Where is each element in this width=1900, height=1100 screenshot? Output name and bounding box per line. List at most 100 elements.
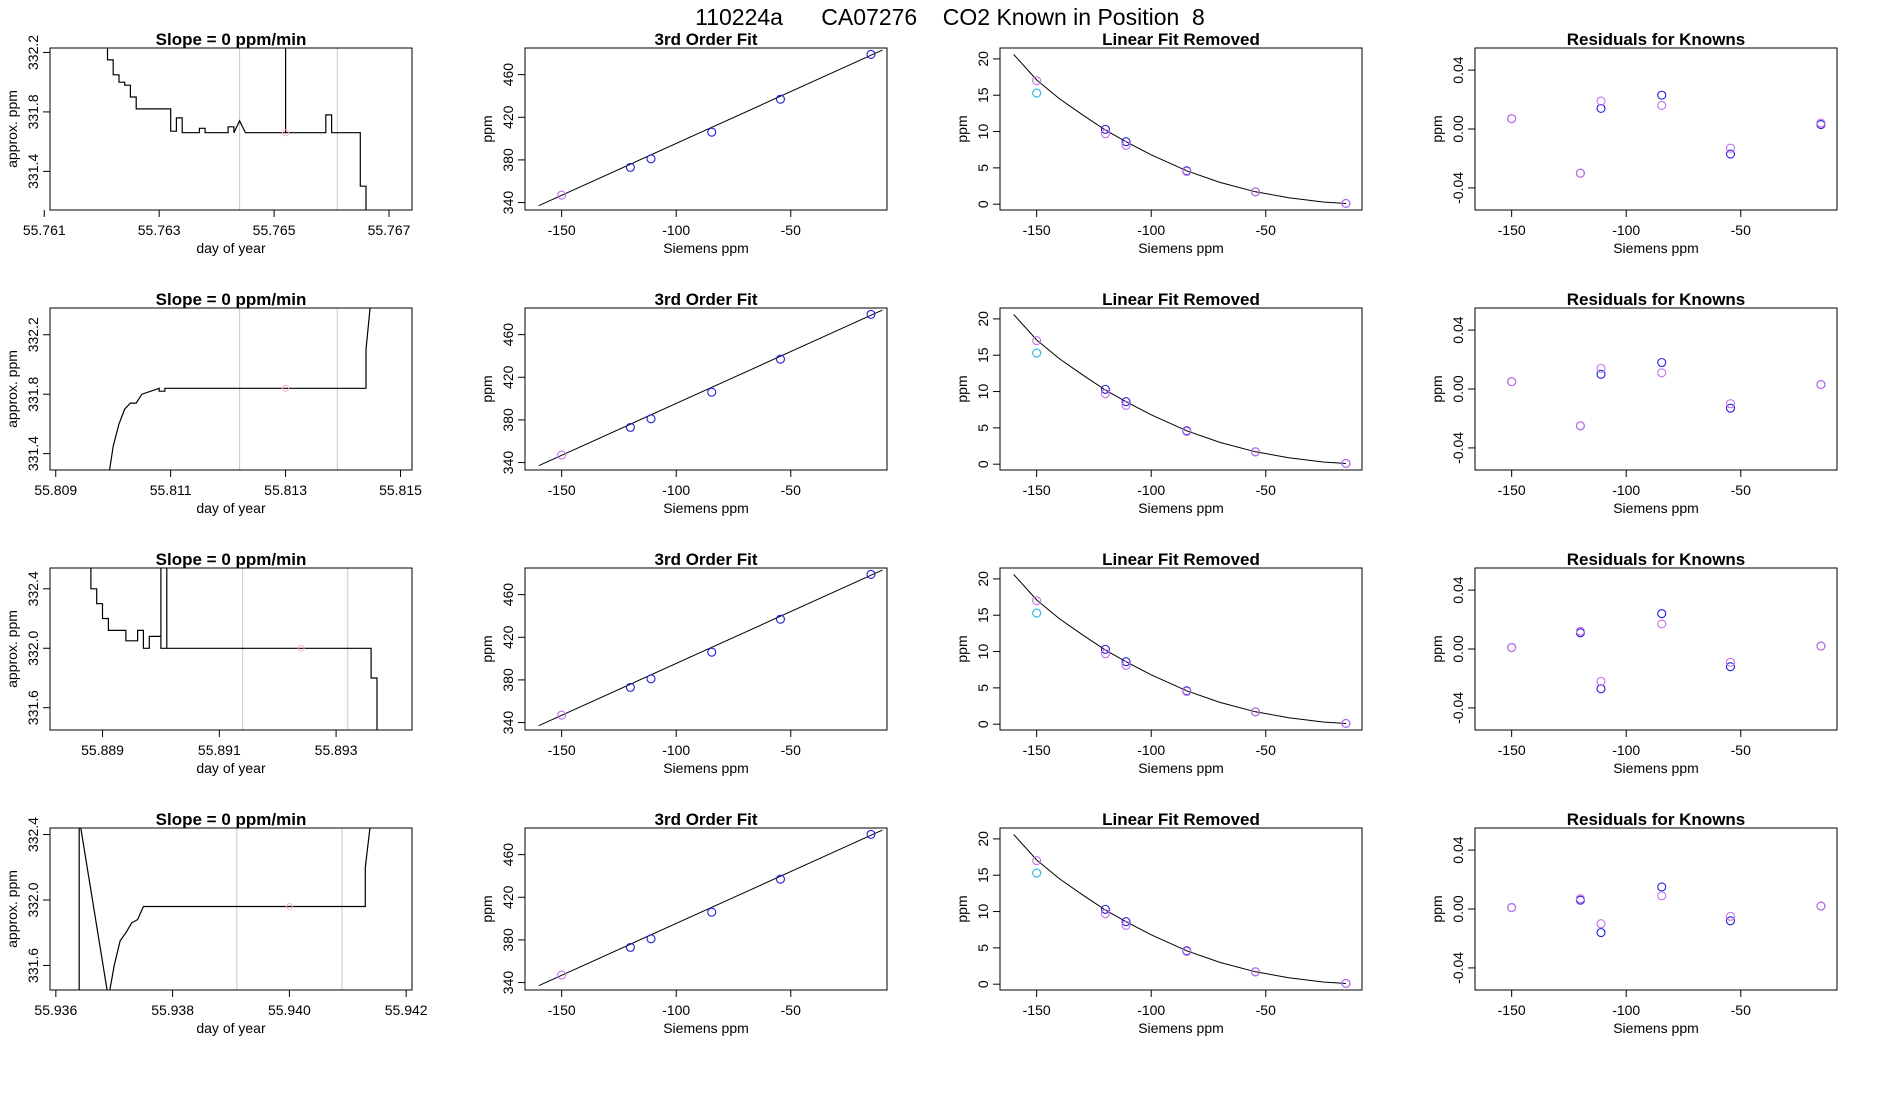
x-tick-label: -100 <box>1137 222 1165 238</box>
x-tick-label: 55.942 <box>385 1002 428 1018</box>
panel-title: Slope = 0 ppm/min <box>156 30 307 49</box>
data-point <box>1032 336 1042 346</box>
plot-frame <box>49 827 413 991</box>
data-point <box>646 934 656 944</box>
chart-panel-row4-slope: Slope = 0 ppm/min day of year approx. ppm 5… <box>4 810 428 1036</box>
data-point <box>1100 124 1110 134</box>
y-tick-label: 20 <box>975 51 991 67</box>
x-axis-label: Siemens ppm <box>1613 760 1699 776</box>
x-tick-label: 55.763 <box>138 222 181 238</box>
y-axis-label: approx. ppm <box>4 610 20 688</box>
data-point <box>1657 90 1667 100</box>
y-tick-label: 332.2 <box>25 35 41 70</box>
y-tick-label: 380 <box>500 408 516 432</box>
y-tick-label: 5 <box>975 684 991 692</box>
x-axis-label: Siemens ppm <box>1138 1020 1224 1036</box>
data-point <box>1816 380 1826 390</box>
x-tick-label: 55.811 <box>150 482 192 498</box>
data-point <box>1032 608 1042 618</box>
x-tick-label: -150 <box>548 742 576 758</box>
plot-frame <box>49 567 413 731</box>
y-axis-label: ppm <box>954 635 970 662</box>
y-tick-label: 0 <box>975 980 991 988</box>
plot-frame <box>999 567 1363 731</box>
y-tick-label: 331.4 <box>25 436 41 471</box>
data-point <box>1100 904 1110 914</box>
mean-marker <box>282 384 290 392</box>
data-point <box>1121 400 1131 410</box>
y-axis-label: ppm <box>479 895 495 922</box>
y-tick-label: 460 <box>500 63 516 87</box>
y-tick-label: 10 <box>975 904 991 920</box>
x-tick-label: -50 <box>1256 1002 1276 1018</box>
panel-title: Linear Fit Removed <box>1102 550 1260 569</box>
x-tick-label: -150 <box>548 482 576 498</box>
y-tick-label: 5 <box>975 944 991 952</box>
fit-curve <box>1013 54 1347 204</box>
panel-title: Slope = 0 ppm/min <box>156 550 307 569</box>
x-axis-label: Siemens ppm <box>663 1020 749 1036</box>
panel-title: Residuals for Knowns <box>1567 30 1746 49</box>
plot-area <box>106 48 367 210</box>
x-tick-label: -50 <box>781 1002 801 1018</box>
data-point <box>1032 76 1042 86</box>
panel-title: 3rd Order Fit <box>655 290 758 309</box>
x-axis-label: day of year <box>196 500 266 516</box>
data-point <box>1182 426 1192 437</box>
plot-frame <box>999 307 1363 471</box>
plot-frame <box>999 47 1363 211</box>
x-axis-label: Siemens ppm <box>1138 240 1224 256</box>
y-tick-label: 332.4 <box>25 571 41 606</box>
data-point <box>1596 919 1606 929</box>
panel-title: Linear Fit Removed <box>1102 30 1260 49</box>
y-tick-label: 380 <box>500 668 516 692</box>
x-tick-label: -100 <box>1612 222 1640 238</box>
data-point <box>1121 917 1131 927</box>
data-point <box>625 682 635 692</box>
chart-panel-row4-residuals: Residuals for Knowns Siemens ppm ppm -150 -1… <box>1429 810 1838 1036</box>
x-tick-label: -100 <box>662 482 690 498</box>
x-tick-label: -150 <box>1023 482 1051 498</box>
x-tick-label: -50 <box>1731 222 1751 238</box>
chart-panel-row1-residuals: Residuals for Knowns Siemens ppm ppm -150 -1… <box>1429 30 1838 256</box>
fit-curve <box>1013 574 1347 724</box>
y-tick-label: 340 <box>500 711 516 735</box>
x-axis-label: Siemens ppm <box>663 240 749 256</box>
x-tick-label: 55.815 <box>379 482 422 498</box>
chart-panel-row2-fit: 3rd Order Fit Siemens ppm ppm -150 -100 -50 34… <box>479 290 888 516</box>
y-tick-label: 0.00 <box>1450 895 1466 922</box>
data-point <box>1725 657 1736 667</box>
y-tick-label: 420 <box>500 365 516 389</box>
panel-title: Residuals for Knowns <box>1567 550 1746 569</box>
y-tick-label: 331.8 <box>25 376 41 411</box>
data-point <box>1100 649 1110 659</box>
plot-frame <box>1474 567 1838 731</box>
panel-title: 3rd Order Fit <box>655 550 758 569</box>
data-point <box>707 907 717 917</box>
data-point <box>775 94 786 104</box>
x-tick-label: 55.938 <box>151 1002 194 1018</box>
data-point <box>1182 686 1192 697</box>
plot-area <box>1013 314 1351 469</box>
mean-marker <box>285 903 293 911</box>
data-point <box>1596 363 1606 373</box>
chart-panel-row3-fit: 3rd Order Fit Siemens ppm ppm -150 -100 -50 34… <box>479 550 888 776</box>
x-tick-label: 55.765 <box>253 222 296 238</box>
plot-area <box>1507 609 1826 694</box>
data-point <box>1121 657 1131 667</box>
y-tick-label: 5 <box>975 424 991 432</box>
series-line <box>108 308 371 470</box>
data-point <box>1121 660 1131 670</box>
x-tick-label: -50 <box>1731 1002 1751 1018</box>
plot-frame <box>524 827 888 991</box>
chart-panel-row2-slope: Slope = 0 ppm/min day of year approx. ppm 5… <box>4 290 422 516</box>
fit-curve <box>1013 834 1347 984</box>
x-tick-label: 55.809 <box>34 482 77 498</box>
mean-marker <box>297 644 305 652</box>
panel-title: Linear Fit Removed <box>1102 290 1260 309</box>
data-point <box>557 190 567 200</box>
y-tick-label: 10 <box>975 384 991 400</box>
plot-area <box>78 828 371 990</box>
y-tick-label: 380 <box>500 148 516 172</box>
